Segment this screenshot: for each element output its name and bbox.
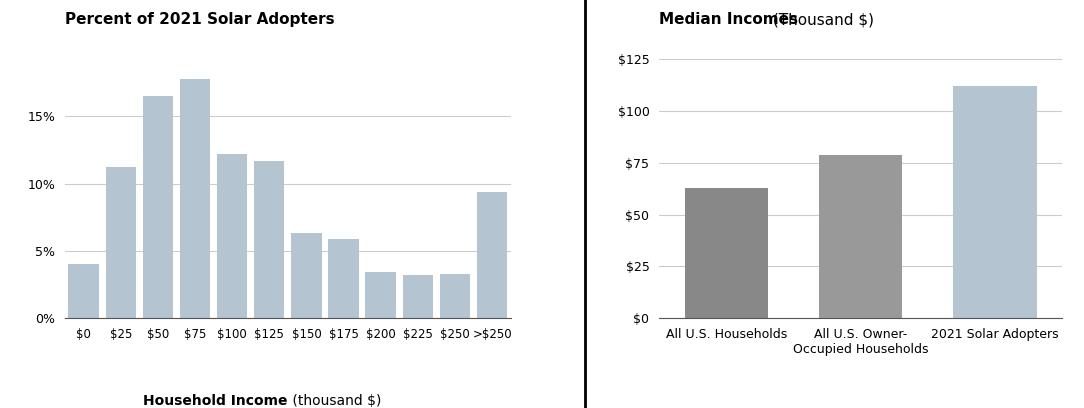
Bar — [254, 161, 284, 318]
Text: (thousand $): (thousand $) — [288, 394, 382, 408]
Bar — [685, 188, 769, 318]
Bar — [440, 274, 470, 318]
Bar — [105, 167, 136, 318]
Text: Household Income: Household Income — [143, 394, 288, 408]
Bar — [820, 155, 902, 318]
Bar — [402, 275, 433, 318]
Bar — [328, 239, 359, 318]
Bar — [477, 192, 507, 318]
Bar — [292, 233, 322, 318]
Bar — [68, 264, 99, 318]
Text: Percent of 2021 Solar Adopters: Percent of 2021 Solar Adopters — [65, 12, 335, 27]
Bar — [180, 79, 210, 318]
Bar — [217, 154, 247, 318]
Bar — [954, 86, 1036, 318]
Bar — [143, 96, 173, 318]
Text: Median Incomes: Median Incomes — [659, 12, 798, 27]
Text: (Thousand $): (Thousand $) — [767, 12, 874, 27]
Bar — [365, 273, 396, 318]
